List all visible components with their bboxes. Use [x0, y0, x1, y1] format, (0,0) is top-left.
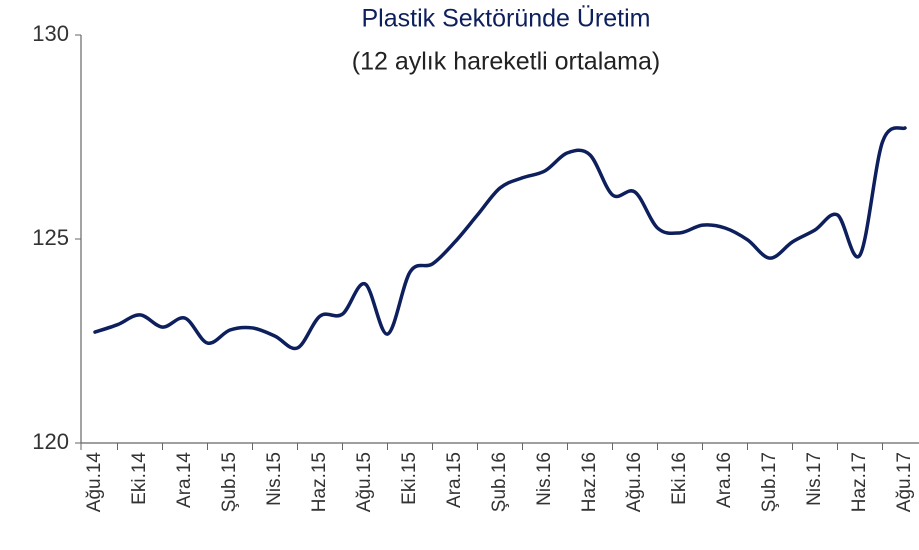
- chart-subtitle: (12 aylık hareketli ortalama): [352, 48, 660, 76]
- x-tick-label: Ağu.15: [354, 452, 375, 512]
- x-tick-label: Haz.16: [579, 452, 600, 512]
- x-tick-label: Şub.17: [759, 452, 780, 512]
- x-tick-label: Ağu.17: [894, 452, 915, 512]
- x-tick-label: Eki.16: [669, 452, 690, 505]
- x-tick-label: Ara.16: [714, 452, 735, 508]
- x-tick-label: Haz.17: [849, 452, 870, 512]
- y-tick-label: 130: [32, 21, 69, 46]
- x-tick-label: Ağu.16: [624, 452, 645, 512]
- x-tick-label: Şub.16: [489, 452, 510, 512]
- x-tick-label: Eki.14: [129, 452, 150, 505]
- data-line: [93, 126, 907, 351]
- x-tick-label: Ağu.14: [84, 452, 105, 513]
- x-tick-label: Şub.15: [219, 452, 240, 512]
- x-tick-label: Haz.15: [309, 452, 330, 512]
- x-tick-label: Ara.14: [174, 452, 195, 508]
- x-tick-label: Ara.15: [444, 452, 465, 508]
- y-tick-label: 120: [32, 429, 69, 454]
- x-tick-label: Nis.15: [264, 452, 285, 506]
- y-tick-label: 125: [32, 225, 69, 250]
- x-tick-label: Nis.16: [534, 452, 555, 506]
- x-tick-label: Eki.15: [399, 452, 420, 505]
- chart-title: Plastik Sektöründe Üretim: [361, 5, 650, 33]
- x-tick-label: Nis.17: [804, 452, 825, 506]
